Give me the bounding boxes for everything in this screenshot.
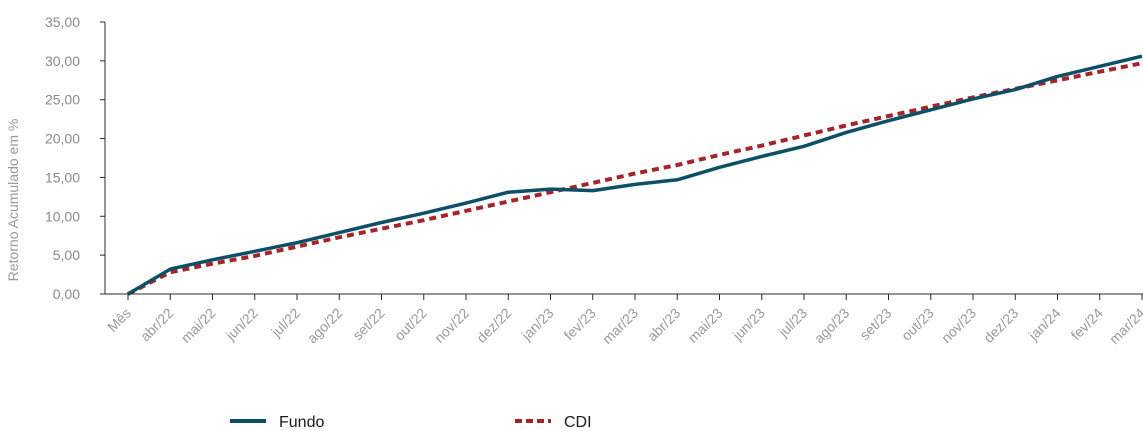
- x-tick-label: ago/22: [304, 305, 346, 347]
- x-tick-label: jan/23: [518, 305, 557, 344]
- x-tick-label: dez/23: [980, 305, 1021, 346]
- y-axis-title-group: Retorno Acumulado em %: [5, 119, 21, 282]
- x-tick-label: jun/22: [222, 305, 261, 344]
- x-tick-label: fev/24: [1068, 305, 1106, 343]
- legend: Fundo CDI: [230, 414, 592, 431]
- x-tick-label: nov/22: [431, 305, 472, 346]
- y-tick-label: 5,00: [53, 247, 80, 263]
- x-tick-label: abr/23: [644, 305, 684, 345]
- x-tick-label: mar/23: [599, 305, 641, 347]
- x-tick-label: Mês: [104, 305, 134, 335]
- x-tick-label: out/22: [391, 305, 430, 344]
- x-tick-label: mai/22: [178, 305, 219, 346]
- x-tick-label: jul/22: [267, 305, 303, 341]
- legend-label-cdi: CDI: [564, 414, 592, 431]
- x-tick-label: abr/22: [137, 305, 177, 345]
- axes: [104, 22, 1143, 295]
- x-tick-label: set/23: [856, 305, 894, 343]
- series-line-fundo: [127, 54, 1143, 296]
- x-tick-label: jun/23: [729, 305, 768, 344]
- y-ticks: 0,00 5,00 10,00 15,00 20,00 25,00 30,00 35,00: [45, 14, 105, 302]
- y-tick-label: 25,00: [45, 92, 80, 108]
- x-tick-label: fev/23: [561, 305, 599, 343]
- legend-label-fundo: Fundo: [279, 414, 324, 431]
- x-ticks: Mês abr/22 mai/22 jun/22 jul/22 ago/22 set/22 o…: [104, 294, 1143, 347]
- series-lines: [127, 54, 1143, 296]
- x-tick-label: mar/24: [1106, 305, 1143, 347]
- x-tick-label: out/23: [898, 305, 937, 344]
- y-tick-label: 15,00: [45, 169, 80, 185]
- y-tick-label: 10,00: [45, 208, 80, 224]
- y-tick-label: 0,00: [53, 286, 80, 302]
- x-tick-label: nov/23: [938, 305, 979, 346]
- y-tick-label: 20,00: [45, 131, 80, 147]
- x-tick-label: jan/24: [1025, 305, 1064, 344]
- x-tick-label: set/22: [349, 305, 387, 343]
- y-tick-label: 30,00: [45, 53, 80, 69]
- x-tick-label: jul/23: [774, 305, 810, 341]
- y-tick-label: 35,00: [45, 14, 80, 30]
- x-tick-label: ago/23: [811, 305, 853, 347]
- x-tick-label: mai/23: [685, 305, 726, 346]
- y-axis-title: Retorno Acumulado em %: [5, 119, 21, 282]
- series-line-cdi: [127, 61, 1143, 296]
- x-tick-label: dez/22: [473, 305, 514, 346]
